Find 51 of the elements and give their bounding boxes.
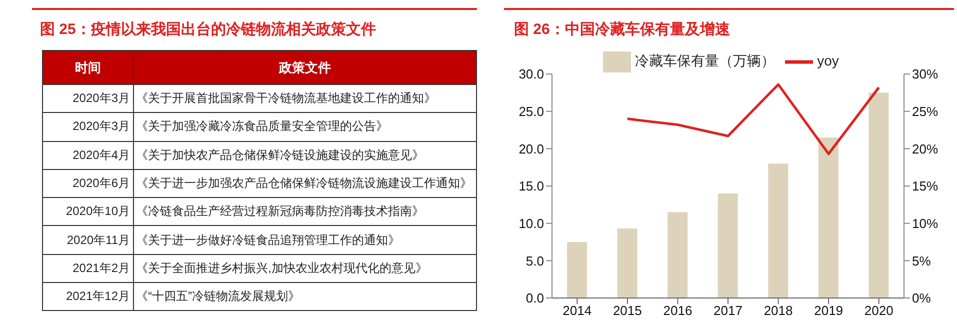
text: 图 25：疫情以来我国出台的冷链物流相关政策文件 <box>40 20 376 39</box>
y-tick-label: 0.0 <box>526 290 544 306</box>
text: 2020年3月 <box>42 112 134 142</box>
y2-tick-label: 30% <box>912 66 938 82</box>
x-tick-label: 2019 <box>814 303 844 318</box>
text: 《关于加快农产品仓储保鲜冷链设施建设的实施意见》 <box>134 141 476 170</box>
bar <box>668 212 688 298</box>
y2-tick-label: 0% <box>912 290 932 306</box>
text: 2020年10月 <box>42 198 134 226</box>
y-tick-label: 20.0 <box>518 141 544 156</box>
text: 2020年3月 <box>42 84 134 113</box>
text: 《冷链食品生产经营过程新冠病毒防控消毒技术指南》 <box>134 198 476 226</box>
bar <box>818 137 838 298</box>
text: 《关于全面推进乡村振兴,加快农业农村现代化的意见》 <box>134 254 476 283</box>
y-tick-label: 10.0 <box>518 216 544 231</box>
text: 《关于加强冷藏冷冻食品质量安全管理的公告》 <box>134 112 476 142</box>
y-tick-label: 25.0 <box>518 104 544 119</box>
line-series <box>626 83 880 156</box>
x-tick-label: 2015 <box>612 303 642 318</box>
legend-label: yoy <box>817 52 839 69</box>
legend-label: 冷藏车保有量（万辆） <box>635 52 776 69</box>
x-tick-label: 2014 <box>562 303 592 318</box>
text: 《关于开展首批国家骨干冷链物流基地建设工作的通知》 <box>134 84 476 113</box>
bar <box>768 164 788 298</box>
y-tick-label: 15.0 <box>518 178 544 194</box>
text: 《关于进一步做好冷链食品追翔管理工作的通知》 <box>134 226 476 254</box>
text: 《关于进一步加强农产品仓储保鲜冷链物流设施建设工作通知》 <box>134 169 476 198</box>
text: 政策文件 <box>134 50 476 84</box>
text: 时间 <box>42 50 134 84</box>
x-tick-label: 2020 <box>864 303 894 318</box>
x-tick-label: 2016 <box>663 303 692 318</box>
y2-tick-label: 20% <box>912 141 938 156</box>
text: 2020年11月 <box>42 226 134 254</box>
bar <box>868 92 889 298</box>
y2-tick-label: 5% <box>912 253 932 268</box>
bar <box>718 193 738 298</box>
y-tick-label: 30.0 <box>518 66 544 82</box>
text: 2021年12月 <box>42 282 134 311</box>
bar <box>617 228 638 298</box>
y2-tick-label: 25% <box>912 104 938 119</box>
y2-tick-label: 15% <box>912 178 938 194</box>
y-tick-label: 5.0 <box>526 253 544 268</box>
chart-title: 图 26：中国冷藏车保有量及增速 <box>514 20 730 39</box>
x-tick-label: 2018 <box>764 303 793 318</box>
bar <box>567 242 587 298</box>
text: 2020年6月 <box>42 169 134 198</box>
text: 2020年4月 <box>42 141 134 170</box>
x-tick-label: 2017 <box>714 303 742 318</box>
text: 2021年2月 <box>42 254 134 283</box>
text: 《“十四五”冷链物流发展规划》 <box>134 282 476 311</box>
y2-tick-label: 10% <box>912 216 938 231</box>
